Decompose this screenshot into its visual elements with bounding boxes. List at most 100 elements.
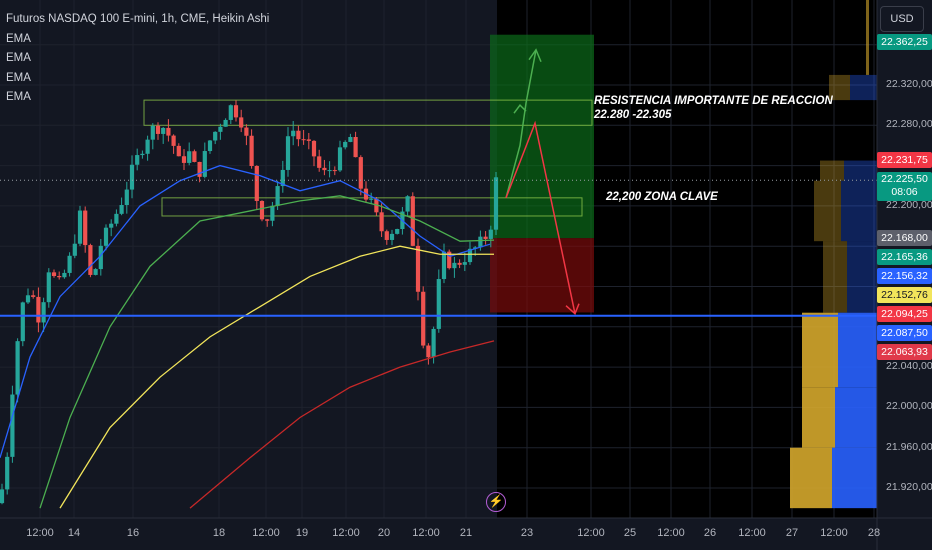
candle-body [72,243,77,256]
candle-body [46,272,51,303]
volume-profile-buy-2 [814,180,841,242]
candle-body [181,156,187,163]
price-label: 22.231,75 [877,152,932,168]
volume-profile-top [866,0,869,75]
candle-body [233,105,239,118]
candle-body [77,210,83,244]
candle-body [327,170,332,172]
candle-body [155,125,161,134]
candle-body [405,196,410,212]
candle-body [140,153,145,156]
candle-body [166,127,171,136]
lightning-icon[interactable]: ⚡ [486,492,506,512]
x-tick-label: 16 [126,527,140,539]
x-tick-label: 23 [520,527,534,539]
candle-body [41,302,46,323]
x-tick-label: 12:00 [820,527,848,539]
indicator-ema-1[interactable]: EMA [6,32,31,45]
indicator-ema-2[interactable]: EMA [6,52,31,64]
candle-body [410,196,415,246]
candle-body [0,489,5,504]
candle-body [296,130,301,140]
candle-body [291,130,296,137]
candle-body [311,140,317,157]
ema-yellow-line [59,245,494,509]
candle-body [478,236,483,248]
resistance-annotation: RESISTENCIA IMPORTANTE DE REACCION 22.28… [594,94,833,122]
candle-body [51,272,57,277]
candle-body [145,139,150,154]
candle-body [150,125,155,140]
candle-body [436,279,441,329]
candle-body [353,136,358,158]
price-label: 22.168,00 [877,230,932,246]
candle-body [441,251,447,280]
candle-body [207,140,213,152]
candle-body [348,136,353,142]
x-tick-label: 27 [785,527,799,539]
candle-body [488,229,493,239]
key-zone-box [161,197,583,217]
y-tick-label: 22.280,00 [886,118,932,131]
candle-body [135,155,140,165]
candle-body [493,177,499,230]
candle-body [332,170,337,172]
candle-body [36,296,41,323]
y-tick-label: 22.000,00 [886,400,932,413]
candle-body [483,236,488,239]
candle-body [161,127,166,134]
ema-blue-line [0,164,491,458]
candle-body [384,231,389,240]
candle-body [457,262,462,265]
volume-profile-buy-0 [829,74,850,101]
resistance-zone-box [143,99,593,126]
candle-body [187,151,192,163]
y-tick-label: 22.320,00 [886,78,932,90]
candle-body [62,272,67,278]
candle-body [452,262,457,269]
x-tick-label: 12:00 [332,527,360,539]
currency-button[interactable]: USD [880,6,924,32]
price-label: 22.165,36 [877,249,932,265]
candle-body [197,161,202,177]
candle-body [202,151,207,177]
candle-body [301,139,306,141]
volume-profile-buy-4 [802,312,838,388]
x-tick-label: 12:00 [738,527,766,539]
candle-body [239,117,244,128]
resistance-range: 22.280 -22.305 [594,109,672,121]
candle-body [431,328,436,358]
indicator-ema-4[interactable]: EMA [6,91,31,103]
candle-body [322,167,327,171]
x-tick-label: 12:00 [657,527,685,539]
candle-body [124,189,129,206]
candle-body [426,345,431,358]
candle-body [5,456,10,490]
x-tick-label: 19 [295,527,309,539]
candle-body [10,394,15,457]
candle-body [57,276,62,278]
price-label: 22.094,25 [877,306,932,322]
y-tick-label: 21.960,00 [886,440,932,453]
x-tick-label: 26 [703,527,717,539]
chart-legend: Futuros NASDAQ 100 E-mini, 1h, CME, Heik… [6,10,269,108]
candle-body [15,341,20,395]
candle-body [317,156,322,168]
volume-profile-buy-5 [802,387,835,448]
volume-profile-sell-1 [844,160,877,181]
x-tick-label: 25 [623,527,637,539]
projection-mid-arrow [513,104,527,114]
x-tick-label: 21 [459,527,473,539]
candle-body [467,248,473,263]
candle-body [415,245,421,292]
symbol-title[interactable]: Futuros NASDAQ 100 E-mini, 1h, CME, Heik… [6,13,270,25]
candle-body [275,186,280,206]
key-zone-annotation: 22,200 ZONA CLAVE [606,191,718,203]
candle-body [25,295,31,303]
candle-body [114,213,119,224]
indicator-ema-3[interactable]: EMA [6,71,31,84]
candle-body [20,302,25,342]
candle-body [389,233,395,240]
ema-green-line [39,195,495,509]
